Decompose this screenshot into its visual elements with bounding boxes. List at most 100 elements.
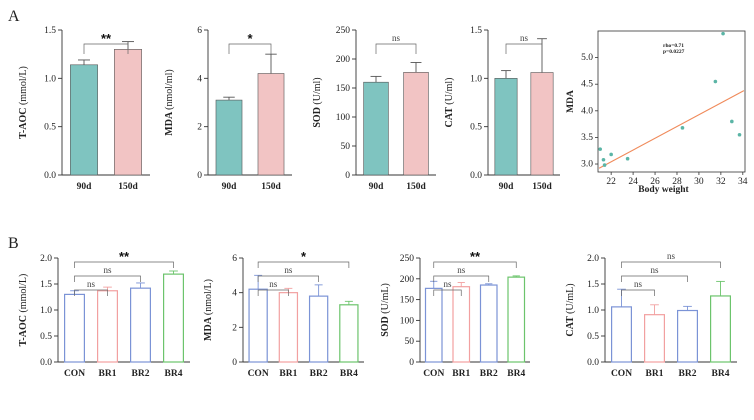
x-tick-label: 28 — [672, 177, 682, 187]
scatter-point — [598, 147, 602, 151]
significance-bracket — [621, 261, 721, 268]
significance-label: ns — [634, 279, 643, 289]
significance-bracket — [257, 289, 289, 296]
x-category-label: 150d — [118, 182, 138, 192]
x-category-label: 150d — [406, 182, 426, 192]
scatter-point — [602, 163, 607, 167]
scatter-point — [609, 152, 613, 157]
scatter-point — [601, 157, 606, 162]
significance-bracket — [433, 261, 517, 268]
regression-line — [598, 90, 745, 169]
annotation-p: p=0.0227 — [663, 49, 685, 55]
x-category-label: CON — [248, 369, 269, 379]
significance-label: * — [301, 249, 307, 264]
y-tick-label: 50 — [405, 337, 415, 347]
y-axis-title-measure: MDA — [203, 315, 214, 341]
significance-bracket — [228, 43, 272, 54]
y-axis-title-unit: (U/ml) — [444, 78, 455, 105]
y-axis-title: T-AOC (mmol/L) — [18, 274, 29, 347]
y-tick-label: 200 — [400, 275, 415, 285]
x-category-label: BR2 — [132, 369, 150, 379]
y-tick-label: 100 — [400, 316, 415, 326]
y-axis-title: CAT (U/mL) — [565, 283, 576, 336]
chart-a5: 3.0 3.5 4.0 4.5 5.0 22 24 26 28 30 32 34 Body weight… — [566, 30, 748, 195]
y-tick-label: 1.0 — [44, 74, 56, 84]
y-tick-label: 6 — [232, 254, 237, 264]
plots-layer: 0.00.51.01.5T-AOC (mmol/L)90d 150d**0246M… — [18, 26, 748, 379]
y-tick-label: 0 — [197, 171, 202, 181]
y-tick-label: 200 — [336, 55, 351, 65]
y-tick-label: 250 — [400, 254, 415, 264]
bar — [363, 81, 389, 176]
y-axis-title-measure: CAT — [444, 105, 455, 128]
x-category-label: CON — [423, 369, 444, 379]
y-tick-label: 0 — [345, 171, 350, 181]
y-tick-label: 1.0 — [587, 306, 599, 316]
y-tick-label: 2 — [197, 123, 202, 133]
y-tick-label: 0.5 — [44, 123, 56, 133]
y-axis-title-unit: (U/mL) — [565, 283, 576, 314]
x-tick-label: 26 — [650, 177, 660, 187]
x-category-label: BR1 — [99, 369, 117, 379]
chart-b3: 0 50 100 150 200 250 SOD (U/mL) CON BR1 BR2 BR4 nsn… — [380, 249, 530, 379]
y-tick-label: 0.0 — [44, 171, 56, 181]
panel-label-a: A — [8, 8, 20, 25]
scatter-point — [730, 119, 734, 124]
significance-label: ns — [269, 279, 278, 289]
significance-label: ns — [103, 265, 112, 275]
y-tick-label: 1.5 — [40, 280, 52, 290]
x-tick-label: 34 — [738, 177, 748, 187]
bar — [403, 72, 429, 176]
x-tick-label: 32 — [716, 177, 726, 187]
bar — [308, 295, 329, 363]
y-axis-title: SOD (U/mL) — [380, 283, 391, 337]
y-tick-label: 2.0 — [40, 254, 52, 264]
bar — [63, 293, 85, 363]
significance-label: * — [247, 31, 253, 46]
y-tick-label: 0.5 — [470, 123, 482, 133]
y-tick-label: 1.5 — [587, 280, 599, 290]
y-axis-title-unit: (mmol/L) — [18, 274, 29, 313]
y-tick-label: 2 — [232, 323, 237, 333]
y-axis-title: T-AOC (mmol/L) — [18, 66, 29, 139]
chart-a3: 0 50 100 150 200 250 SOD (U/ml) 90d 150d ns — [312, 26, 436, 192]
significance-bracket — [505, 43, 543, 54]
x-category-label: 150d — [261, 182, 281, 192]
significance-bracket — [621, 275, 688, 282]
y-tick-label: 1.5 — [470, 26, 482, 36]
y-axis-title: MDA (nmol/ml) — [164, 69, 175, 135]
x-category-label: 90d — [369, 182, 385, 192]
y-axis-title-unit: (U/ml) — [312, 77, 323, 104]
x-category-label: BR1 — [646, 369, 664, 379]
y-axis-title-measure: SOD — [380, 314, 391, 337]
x-category-label: BR2 — [310, 369, 328, 379]
y-axis-title-measure: SOD — [312, 105, 323, 128]
y-axis-title: MDA (nmol/L) — [203, 279, 214, 341]
y-tick-label: 1.0 — [470, 74, 482, 84]
bar — [215, 99, 243, 176]
chart-a2: 0 2 4 6 MDA (nmol/ml) 90d 150d * — [164, 26, 292, 192]
y-axis-title-measure: T-AOC — [18, 313, 29, 347]
x-category-label: CON — [611, 369, 632, 379]
y-tick-label: 150 — [400, 296, 415, 306]
significance-label: ns — [87, 279, 96, 289]
significance-bracket — [621, 289, 655, 296]
x-tick-label: 24 — [628, 177, 638, 187]
y-tick-label: 3.0 — [581, 160, 593, 170]
significance-label: ns — [443, 279, 452, 289]
annotation-rho: rho=0.71 — [663, 43, 684, 49]
significance-label: ** — [101, 31, 112, 46]
bar — [130, 287, 152, 363]
bar — [530, 72, 554, 176]
bar — [676, 309, 698, 363]
y-tick-label: 250 — [336, 26, 351, 36]
y-tick-label: 2.0 — [587, 254, 599, 264]
x-axis-label: Body weight — [638, 185, 689, 195]
x-category-label: 90d — [222, 182, 238, 192]
significance-bracket — [257, 261, 350, 268]
x-category-label: 90d — [77, 182, 93, 192]
significance-label: ns — [667, 251, 676, 261]
